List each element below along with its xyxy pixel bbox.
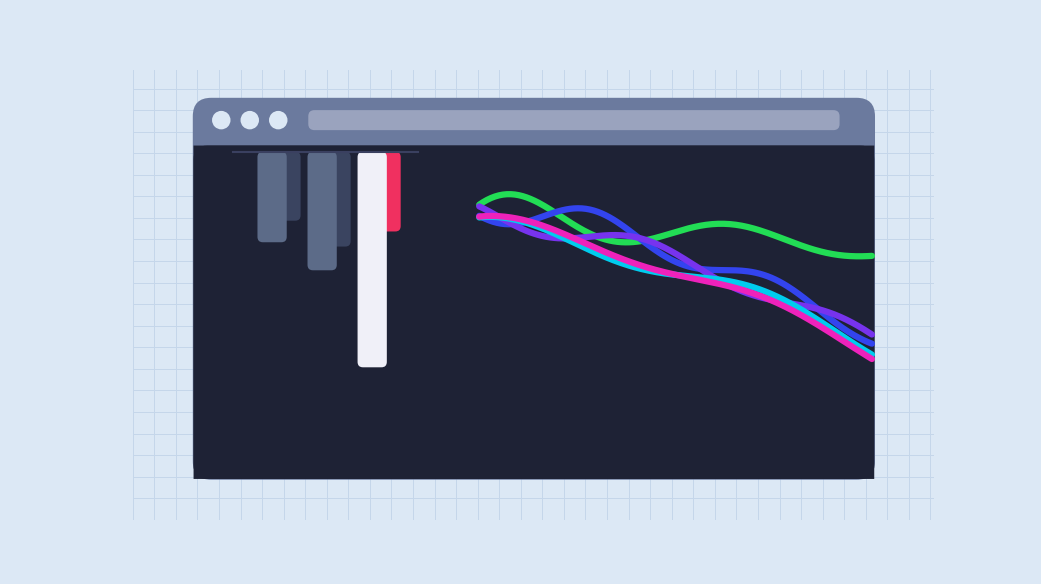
FancyBboxPatch shape xyxy=(307,152,337,270)
FancyBboxPatch shape xyxy=(322,152,351,246)
FancyBboxPatch shape xyxy=(193,98,875,479)
FancyBboxPatch shape xyxy=(372,152,401,231)
FancyBboxPatch shape xyxy=(194,145,874,479)
Ellipse shape xyxy=(269,111,287,130)
FancyBboxPatch shape xyxy=(257,152,286,242)
FancyBboxPatch shape xyxy=(357,152,387,367)
FancyBboxPatch shape xyxy=(194,145,874,479)
FancyBboxPatch shape xyxy=(272,152,301,221)
Ellipse shape xyxy=(212,111,230,130)
FancyBboxPatch shape xyxy=(308,110,840,130)
Ellipse shape xyxy=(240,111,259,130)
